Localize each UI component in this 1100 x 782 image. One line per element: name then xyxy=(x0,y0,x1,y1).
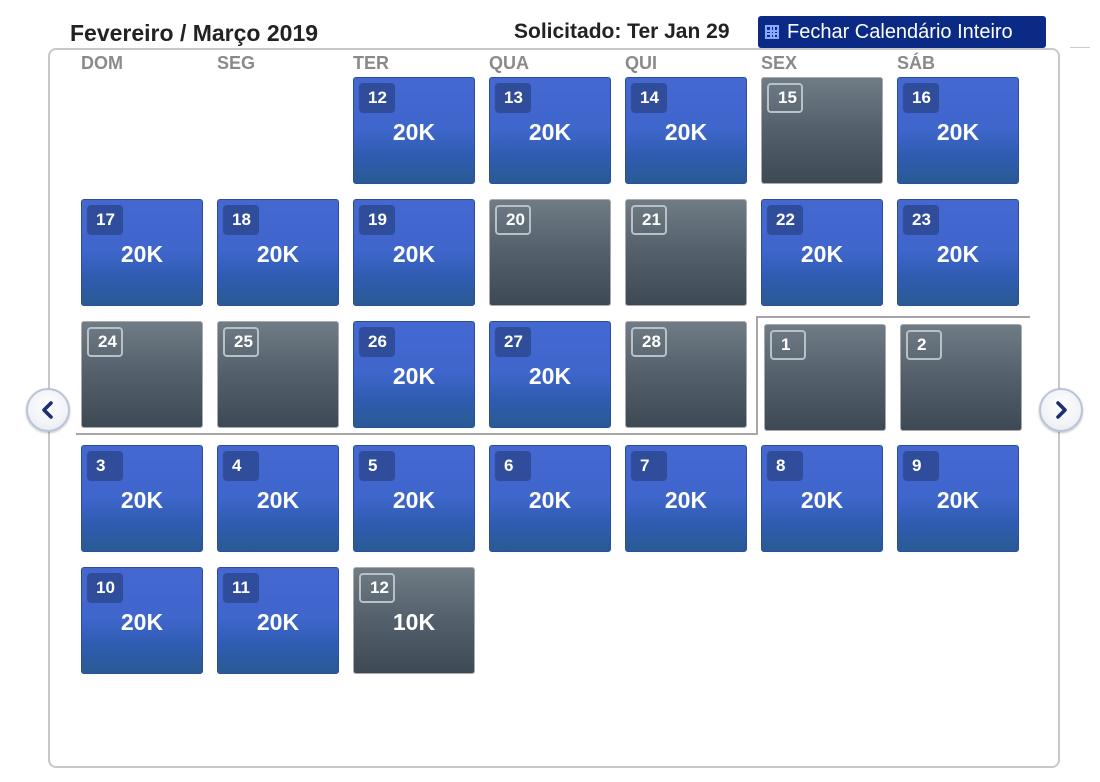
day-price: 20K xyxy=(664,119,708,145)
day-number: 20 xyxy=(495,205,531,235)
calendar-title: Fevereiro / Março 2019 xyxy=(70,20,319,46)
day-price: 20K xyxy=(936,487,980,513)
calendar-day-cell[interactable]: 1 xyxy=(764,324,886,431)
calendar-day-cell[interactable]: 7 20K xyxy=(625,445,747,552)
day-number: 12 xyxy=(359,83,395,113)
day-number: 26 xyxy=(359,327,395,357)
weekday-label: SÁB xyxy=(897,53,936,73)
day-number: 15 xyxy=(767,83,803,113)
day-number: 1 xyxy=(770,330,806,360)
calendar-day-cell[interactable]: 8 20K xyxy=(761,445,883,552)
calendar-day-cell[interactable]: 21 xyxy=(625,199,747,306)
calendar-day-cell[interactable]: 12 10K xyxy=(353,567,475,674)
day-price: 20K xyxy=(392,487,436,513)
calendar-day-cell[interactable]: 10 20K xyxy=(81,567,203,674)
day-price: 20K xyxy=(120,487,164,513)
day-price: 20K xyxy=(528,363,572,389)
day-number: 25 xyxy=(223,327,259,357)
day-number: 13 xyxy=(495,83,531,113)
grid-icon xyxy=(765,25,779,39)
calendar-day-cell[interactable]: 9 20K xyxy=(897,445,1019,552)
day-number: 19 xyxy=(359,205,395,235)
day-price: 20K xyxy=(120,241,164,267)
next-month-button[interactable] xyxy=(1039,388,1083,432)
day-price: 20K xyxy=(256,487,300,513)
day-number: 9 xyxy=(903,451,939,481)
day-number: 4 xyxy=(223,451,259,481)
day-number: 3 xyxy=(87,451,123,481)
weekday-label: TER xyxy=(353,53,389,73)
day-number: 10 xyxy=(87,573,123,603)
day-number: 22 xyxy=(767,205,803,235)
calendar-day-cell[interactable]: 17 20K xyxy=(81,199,203,306)
day-number: 17 xyxy=(87,205,123,235)
day-price: 20K xyxy=(256,241,300,267)
day-number: 18 xyxy=(223,205,259,235)
day-price: 20K xyxy=(120,609,164,635)
calendar-day-cell[interactable]: 4 20K xyxy=(217,445,339,552)
day-number: 23 xyxy=(903,205,939,235)
weekday-label: QUI xyxy=(625,53,658,73)
calendar-day-cell[interactable]: 22 20K xyxy=(761,199,883,306)
day-price: 20K xyxy=(392,119,436,145)
calendar-day-cell[interactable]: 23 20K xyxy=(897,199,1019,306)
calendar-day-cell[interactable]: 12 20K xyxy=(353,77,475,184)
chevron-right-icon xyxy=(1056,401,1067,419)
calendar-day-cell[interactable]: 27 20K xyxy=(489,321,611,428)
calendar-day-cell[interactable]: 19 20K xyxy=(353,199,475,306)
close-calendar-label: Fechar Calendário Inteiro xyxy=(787,20,1013,43)
day-price: 20K xyxy=(528,487,572,513)
calendar-day-cell[interactable]: 3 20K xyxy=(81,445,203,552)
day-number: 12 xyxy=(359,573,395,603)
weekday-label: DOM xyxy=(81,53,123,73)
day-number: 11 xyxy=(223,573,259,603)
calendar-day-cell[interactable]: 25 xyxy=(217,321,339,428)
day-number: 16 xyxy=(903,83,939,113)
prev-month-button[interactable] xyxy=(26,388,70,432)
day-price: 20K xyxy=(392,241,436,267)
divider xyxy=(1070,47,1090,48)
day-number: 8 xyxy=(767,451,803,481)
day-number: 5 xyxy=(359,451,395,481)
calendar-day-cell[interactable]: 15 xyxy=(761,77,883,184)
day-number: 2 xyxy=(906,330,942,360)
day-price: 20K xyxy=(528,119,572,145)
calendar-day-cell[interactable]: 20 xyxy=(489,199,611,306)
day-number: 21 xyxy=(631,205,667,235)
day-number: 14 xyxy=(631,83,667,113)
requested-date: Solicitado: Ter Jan 29 xyxy=(514,20,730,43)
calendar-day-cell[interactable]: 18 20K xyxy=(217,199,339,306)
weekday-label: SEX xyxy=(761,53,798,73)
day-price: 20K xyxy=(800,487,844,513)
day-number: 24 xyxy=(87,327,123,357)
day-number: 27 xyxy=(495,327,531,357)
calendar-day-cell[interactable]: 26 20K xyxy=(353,321,475,428)
calendar-day-cell[interactable]: 14 20K xyxy=(625,77,747,184)
calendar-day-cell[interactable]: 13 20K xyxy=(489,77,611,184)
weekday-label: QUA xyxy=(489,53,529,73)
calendar-day-cell[interactable]: 6 20K xyxy=(489,445,611,552)
day-price: 20K xyxy=(936,241,980,267)
day-number: 7 xyxy=(631,451,667,481)
day-price: 20K xyxy=(936,119,980,145)
calendar-day-cell[interactable]: 11 20K xyxy=(217,567,339,674)
weekday-label: SEG xyxy=(217,53,256,73)
day-price: 20K xyxy=(664,487,708,513)
calendar-day-cell[interactable]: 28 xyxy=(625,321,747,428)
calendar-day-cell[interactable]: 2 xyxy=(900,324,1022,431)
day-number: 6 xyxy=(495,451,531,481)
day-number: 28 xyxy=(631,327,667,357)
day-price: 20K xyxy=(800,241,844,267)
day-price: 20K xyxy=(256,609,300,635)
day-price: 10K xyxy=(392,609,436,635)
calendar-day-cell[interactable]: 5 20K xyxy=(353,445,475,552)
close-calendar-button[interactable]: Fechar Calendário Inteiro xyxy=(758,16,1046,48)
calendar-day-cell[interactable]: 24 xyxy=(81,321,203,428)
day-price: 20K xyxy=(392,363,436,389)
calendar-day-cell[interactable]: 16 20K xyxy=(897,77,1019,184)
chevron-left-icon xyxy=(42,401,53,419)
